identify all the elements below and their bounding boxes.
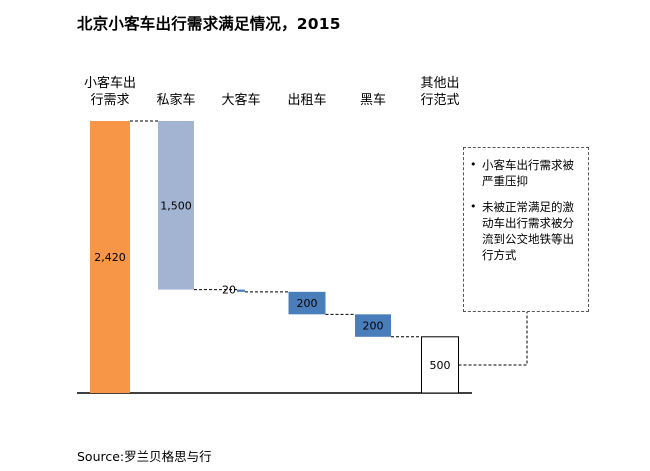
data-label-2: 1,500	[160, 199, 192, 212]
bar-4	[288, 291, 326, 315]
chart-title: 北京小客车出行需求满足情况，2015	[77, 15, 341, 33]
bar-2	[158, 121, 194, 290]
annotation-item: • 未被正常满足的激动车出行需求被分流到公交地铁等出行方式	[470, 199, 582, 263]
annotation-text-1: 小客车出行需求被严重压抑	[482, 158, 574, 188]
data-label-5: 200	[363, 320, 384, 333]
category-label-line: 行需求	[90, 93, 130, 108]
category-label-line: 出租车	[287, 93, 327, 108]
source-note: Source:罗兰贝格思与行	[77, 449, 212, 464]
category-label-line: 小客车出	[83, 76, 136, 91]
category-label-line: 黑车	[359, 93, 386, 108]
category-label-3: 大客车	[201, 92, 281, 109]
data-label-4: 200	[297, 297, 318, 310]
data-label-6: 500	[430, 359, 451, 372]
category-label-1: 小客车出 行需求	[70, 75, 150, 109]
category-label-line: 行范式	[420, 93, 460, 108]
data-label-1: 2,420	[94, 251, 126, 264]
bar-5	[355, 314, 391, 337]
category-label-line: 大客车	[221, 93, 261, 108]
category-label-line: 其他出	[420, 76, 460, 91]
annotation-text-2: 未被正常满足的激动车出行需求被分流到公交地铁等出行方式	[482, 200, 574, 262]
bullet-icon: •	[470, 158, 477, 171]
category-label-4: 出租车	[267, 92, 347, 109]
bar-6	[421, 336, 459, 394]
category-label-2: 私家车	[136, 92, 216, 109]
annotation-item: • 小客车出行需求被严重压抑	[470, 157, 582, 189]
bullet-icon: •	[470, 200, 477, 213]
category-label-line: 私家车	[156, 93, 196, 108]
bar-3	[237, 289, 245, 292]
annotation-box: • 小客车出行需求被严重压抑 • 未被正常满足的激动车出行需求被分流到公交地铁等…	[463, 147, 589, 312]
callout-line	[458, 312, 528, 366]
data-label-3: 20	[222, 284, 236, 297]
category-label-6: 其他出 行范式	[400, 75, 480, 109]
category-label-5: 黑车	[333, 92, 413, 109]
bar-1	[90, 121, 130, 393]
